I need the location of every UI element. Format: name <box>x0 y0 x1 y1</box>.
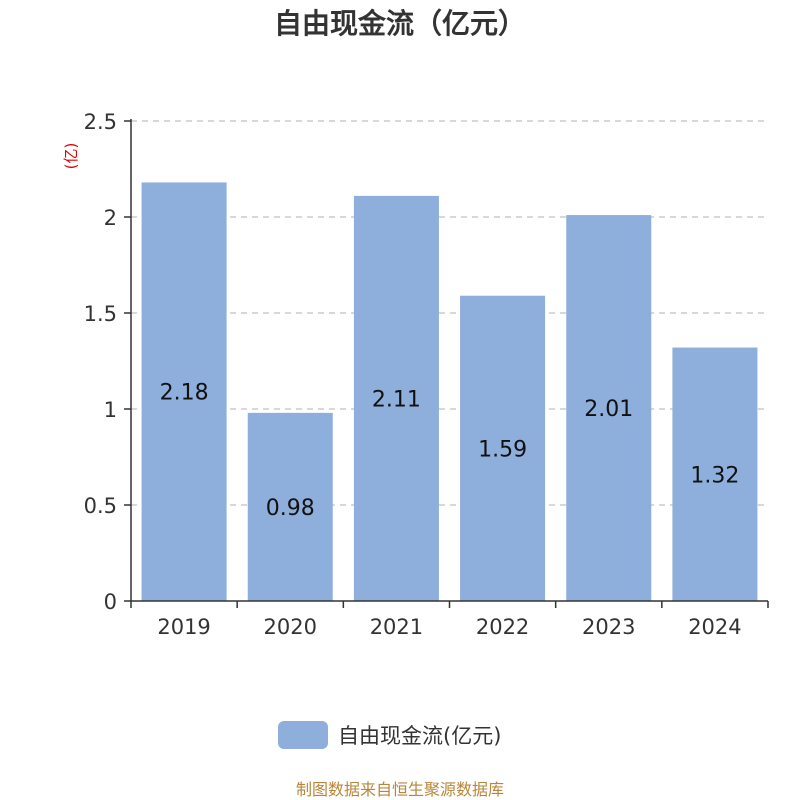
y-tick-label: 2 <box>104 206 117 230</box>
labels: 2.18 0.98 2.11 1.59 2.01 1.32 <box>160 381 740 521</box>
bar <box>566 215 652 601</box>
bar <box>247 412 333 601</box>
y-tick-label: 1.5 <box>84 302 117 326</box>
bar-value-label: 1.59 <box>478 437 527 462</box>
bar <box>141 182 227 601</box>
chart-title: 自由现金流（亿元） <box>273 7 526 40</box>
bar <box>353 195 439 601</box>
legend[interactable]: 自由现金流(亿元) <box>278 718 501 752</box>
bar-value-label: 1.32 <box>690 463 739 488</box>
axes: 0 0.5 1 1.5 2 2.5 2019 2020 2021 2022 2023 2024 <box>84 110 769 639</box>
x-tick-label: 2023 <box>582 615 635 639</box>
y-tick-label: 2.5 <box>84 110 117 134</box>
legend-label: 自由现金流(亿元) <box>338 724 502 748</box>
y-tick-label: 1 <box>104 398 117 422</box>
x-tick-label: 2022 <box>476 615 529 639</box>
x-tick-label: 2019 <box>157 615 210 639</box>
bar <box>672 347 758 601</box>
source-note: 制图数据来自恒生聚源数据库 <box>295 780 504 799</box>
y-tick-label: 0.5 <box>84 494 117 518</box>
bar-value-label: 0.98 <box>266 496 315 521</box>
x-tick-label: 2020 <box>264 615 317 639</box>
gridlines <box>131 120 768 506</box>
bar <box>460 295 546 601</box>
x-tick-label: 2021 <box>370 615 423 639</box>
y-tick-label: 0 <box>104 590 117 614</box>
legend-swatch <box>278 721 328 749</box>
bar-value-label: 2.11 <box>372 387 421 412</box>
bars <box>141 182 758 601</box>
y-axis-unit-label: (亿) <box>62 143 80 170</box>
bar-value-label: 2.01 <box>584 397 633 422</box>
x-tick-label: 2024 <box>688 615 741 639</box>
bar-value-label: 2.18 <box>160 381 209 406</box>
